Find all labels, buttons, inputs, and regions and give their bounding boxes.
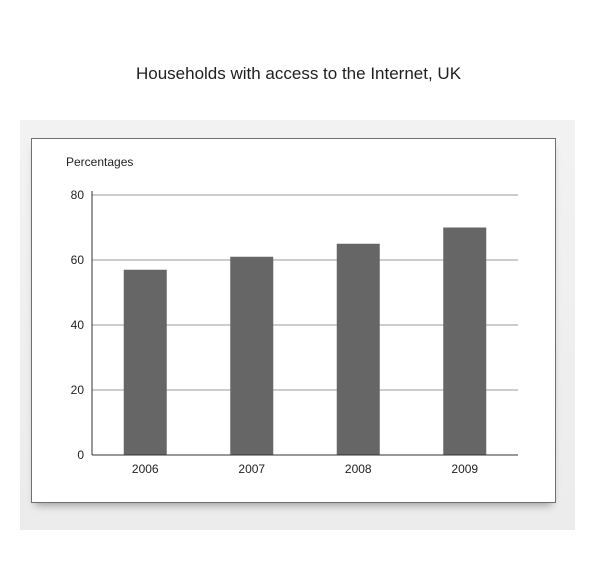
bar-2009 [443,227,487,455]
x-tick-label-2006: 2006 [132,462,159,476]
y-tick-label-40: 40 [71,318,85,332]
chart-frame: Percentages 0 20 40 60 80 2006 2007 2008 2009 [31,138,556,503]
bars [123,227,487,455]
y-axis-label: Percentages [66,155,133,169]
bar-2008 [336,243,380,455]
bar-2006 [123,269,167,455]
y-tick-label-20: 20 [71,383,85,397]
x-tick-label-2008: 2008 [345,462,372,476]
x-tick-labels: 2006 2007 2008 2009 [132,462,479,476]
x-tick-label-2007: 2007 [238,462,265,476]
bar-2007 [230,256,274,455]
bar-chart: Percentages 0 20 40 60 80 2006 2007 2008 2009 [66,155,518,476]
y-tick-labels: 0 20 40 60 80 [71,188,85,462]
x-tick-label-2009: 2009 [451,462,478,476]
chart-title: Households with access to the Internet, … [135,64,462,83]
y-tick-label-60: 60 [71,253,85,267]
y-tick-label-80: 80 [71,188,85,202]
y-tick-label-0: 0 [77,448,84,462]
